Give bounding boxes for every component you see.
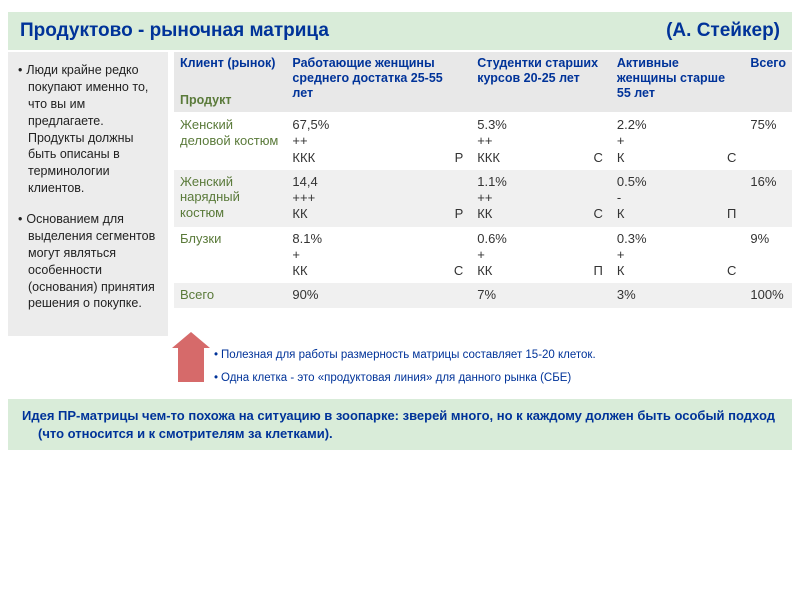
content-row: Люди крайне редко покупают именно то, чт… — [8, 52, 792, 336]
slide: Продуктово - рыночная матрица (А. Стейке… — [0, 0, 800, 600]
col-header: Всего — [744, 52, 792, 113]
cell-tag: С — [594, 206, 605, 222]
title-bar: Продуктово - рыночная матрица (А. Стейке… — [8, 12, 792, 50]
notes-area: Полезная для работы размерность матрицы … — [8, 346, 792, 391]
cell-plus: ++ — [477, 133, 605, 149]
row-total: 16% — [744, 170, 792, 227]
cell-tag: Р — [455, 150, 466, 166]
cell-plus: ++ — [477, 190, 605, 206]
table-row: Женский нарядный костюм 14,4 +++ КК Р 1.… — [174, 170, 792, 227]
cell-tag: С — [727, 263, 738, 279]
cell-pct: 0.5% — [617, 174, 738, 190]
sidebar-bullet: Люди крайне редко покупают именно то, чт… — [18, 62, 158, 197]
cell-plus: + — [477, 247, 605, 263]
matrix-table: Клиент (рынок) Продукт Работающие женщин… — [174, 52, 792, 308]
cell-k: К — [617, 150, 721, 166]
cell: 0.3% + К С — [611, 227, 744, 284]
cell-k: ККК — [292, 150, 448, 166]
cell-plus: ++ — [292, 133, 465, 149]
title-right: (А. Стейкер) — [666, 20, 780, 42]
row-label: Женский деловой костюм — [174, 113, 286, 170]
cell-tag: С — [454, 263, 465, 279]
cell-pct: 8.1% — [292, 231, 465, 247]
cell-pct: 67,5% — [292, 117, 465, 133]
cell: 0.5% - К П — [611, 170, 744, 227]
cell-tag: П — [727, 206, 738, 222]
cell: 0.6% + КК П — [471, 227, 611, 284]
cell-k: КК — [292, 263, 447, 279]
table-row: Блузки 8.1% + КК С 0.6% + КК — [174, 227, 792, 284]
cell-k: КК — [477, 263, 587, 279]
cell-pct: 2.2% — [617, 117, 738, 133]
cell-plus: +++ — [292, 190, 465, 206]
cell-k: КК — [477, 206, 587, 222]
cell: 8.1% + КК С — [286, 227, 471, 284]
cell-tag: П — [594, 263, 605, 279]
arrow-up-icon — [178, 346, 204, 382]
table-row: Женский деловой костюм 67,5% ++ ККК Р 5.… — [174, 113, 792, 170]
cell-pct: 5.3% — [477, 117, 605, 133]
totals-cell: 100% — [744, 283, 792, 307]
title-left: Продуктово - рыночная матрица — [20, 20, 329, 42]
cell-plus: - — [617, 190, 738, 206]
cell-tag: С — [727, 150, 738, 166]
cell-pct: 0.6% — [477, 231, 605, 247]
cell-tag: Р — [455, 206, 466, 222]
cell-pct: 0.3% — [617, 231, 738, 247]
corner-header: Клиент (рынок) Продукт — [174, 52, 286, 113]
corner-top: Клиент (рынок) — [180, 56, 275, 70]
header-row: Клиент (рынок) Продукт Работающие женщин… — [174, 52, 792, 113]
sidebar: Люди крайне редко покупают именно то, чт… — [8, 52, 168, 336]
col-header: Работающие женщины среднего достатка 25-… — [286, 52, 471, 113]
cell: 2.2% + К С — [611, 113, 744, 170]
cell-pct: 1.1% — [477, 174, 605, 190]
note-line: Одна клетка - это «продуктовая линия» дл… — [214, 369, 596, 387]
sidebar-bullet: Основанием для выделения сегментов могут… — [18, 211, 158, 312]
row-total: 9% — [744, 227, 792, 284]
cell: 67,5% ++ ККК Р — [286, 113, 471, 170]
corner-bottom: Продукт — [180, 93, 280, 108]
cell-k: КК — [292, 206, 448, 222]
cell-k: К — [617, 206, 721, 222]
footer-bar: Идея ПР-матрицы чем-то похожа на ситуаци… — [8, 399, 792, 450]
cell-plus: + — [617, 133, 738, 149]
row-label: Блузки — [174, 227, 286, 284]
cell: 14,4 +++ КК Р — [286, 170, 471, 227]
cell-pct: 14,4 — [292, 174, 465, 190]
cell-tag: С — [594, 150, 605, 166]
cell: 5.3% ++ ККК С — [471, 113, 611, 170]
cell: 1.1% ++ КК С — [471, 170, 611, 227]
notes-text: Полезная для работы размерность матрицы … — [214, 346, 596, 391]
cell-plus: + — [617, 247, 738, 263]
note-line: Полезная для работы размерность матрицы … — [214, 346, 596, 364]
totals-label: Всего — [174, 283, 286, 307]
cell-k: ККК — [477, 150, 587, 166]
totals-row: Всего 90% 7% 3% 100% — [174, 283, 792, 307]
row-label: Женский нарядный костюм — [174, 170, 286, 227]
cell-plus: + — [292, 247, 465, 263]
col-header: Студентки старших курсов 20-25 лет — [471, 52, 611, 113]
totals-cell: 90% — [286, 283, 471, 307]
row-total: 75% — [744, 113, 792, 170]
totals-cell: 3% — [611, 283, 744, 307]
table-wrap: Клиент (рынок) Продукт Работающие женщин… — [168, 52, 792, 336]
cell-k: К — [617, 263, 721, 279]
col-header: Активные женщины старше 55 лет — [611, 52, 744, 113]
totals-cell: 7% — [471, 283, 611, 307]
